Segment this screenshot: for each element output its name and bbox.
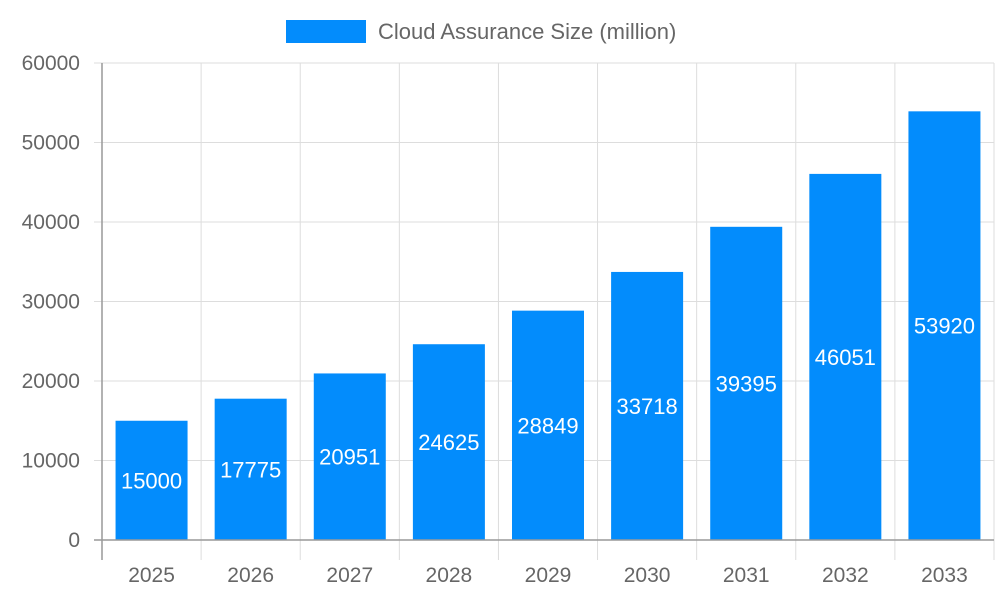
y-tick-label: 20000: [22, 370, 80, 393]
legend-label: Cloud Assurance Size (million): [378, 19, 676, 44]
y-tick-label: 60000: [22, 52, 80, 75]
bar: [412, 344, 485, 540]
x-tick-label: 2028: [426, 564, 473, 587]
data-label: 28849: [517, 413, 578, 438]
bar: [908, 111, 981, 540]
bar: [809, 173, 882, 541]
bar: [214, 398, 287, 540]
bar: [313, 373, 386, 540]
x-tick-label: 2027: [326, 564, 373, 587]
x-tick-label: 2033: [921, 564, 968, 587]
x-tick-label: 2029: [525, 564, 572, 587]
y-tick-label: 10000: [22, 450, 80, 473]
y-tick-label: 50000: [22, 132, 80, 155]
legend: Cloud Assurance Size (million): [286, 19, 676, 44]
x-tick-label: 2032: [822, 564, 869, 587]
y-tick-label: 40000: [22, 211, 80, 234]
x-tick-label: 2031: [723, 564, 770, 587]
data-label: 53920: [914, 314, 975, 339]
bar: [115, 420, 188, 540]
y-tick-label: 0: [68, 529, 80, 552]
bar: [512, 310, 584, 540]
y-tick-label: 30000: [22, 291, 80, 314]
data-label: 46051: [815, 345, 876, 370]
data-label: 24625: [418, 430, 479, 455]
x-tick-label: 2026: [227, 564, 274, 587]
data-label: 33718: [617, 394, 678, 419]
x-tick-label: 2030: [624, 564, 671, 587]
x-tick-label: 2025: [128, 564, 175, 587]
data-label: 15000: [121, 468, 182, 493]
bar: [710, 226, 783, 540]
data-label: 17775: [220, 457, 281, 482]
bar: [611, 271, 684, 540]
data-label: 39395: [716, 371, 777, 396]
legend-swatch: [286, 20, 366, 43]
data-label: 20951: [319, 445, 380, 470]
